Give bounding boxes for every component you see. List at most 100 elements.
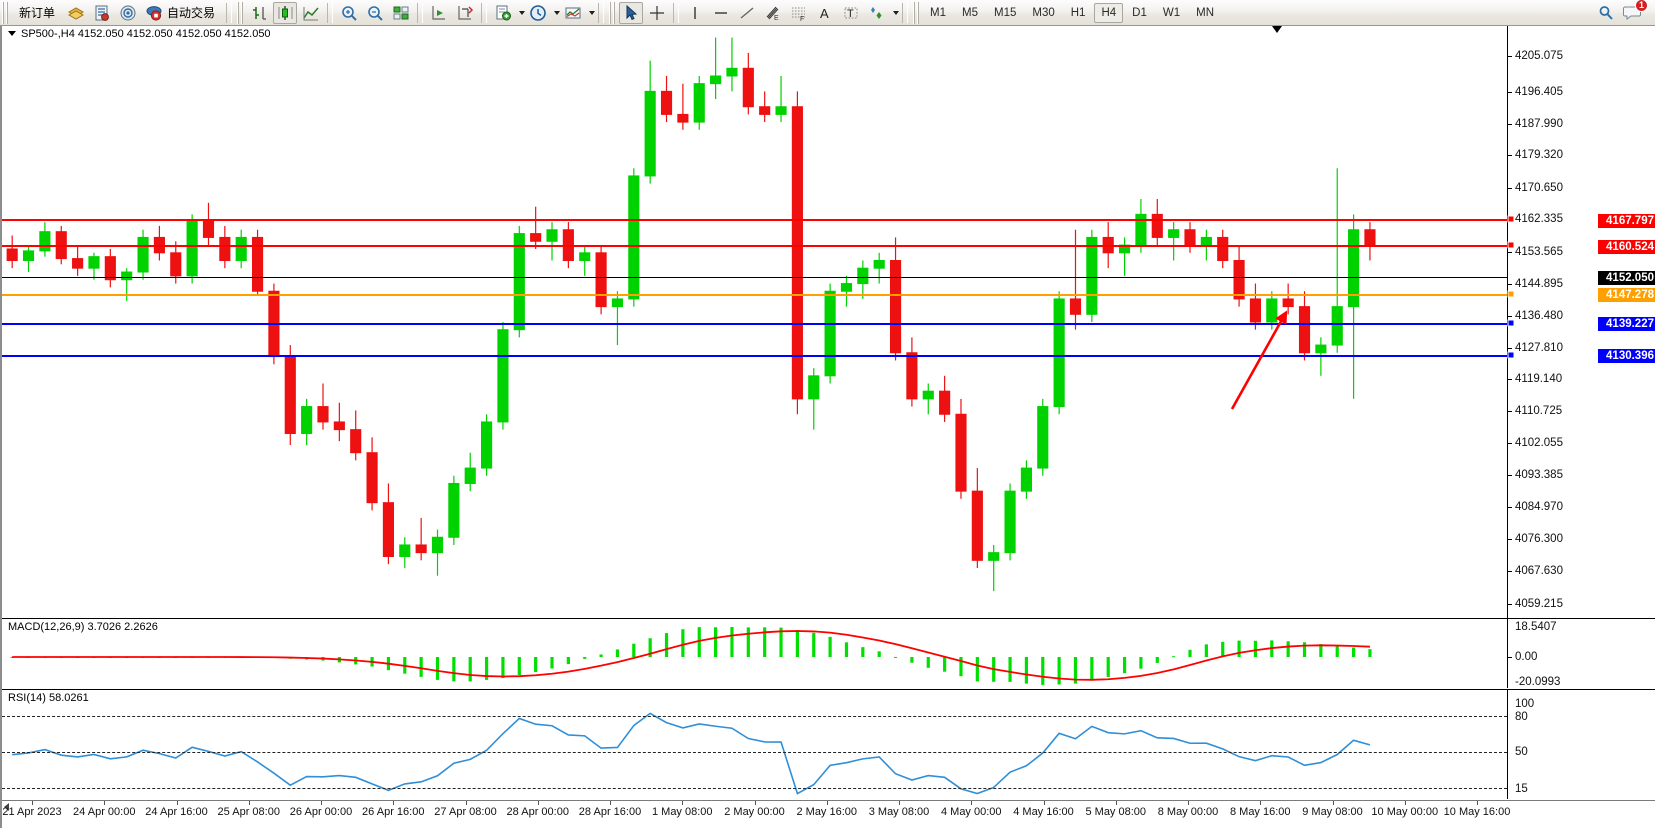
period-icon[interactable] <box>526 2 550 24</box>
vertical-line-icon[interactable] <box>683 2 707 24</box>
tile-windows-icon[interactable] <box>389 2 413 24</box>
level-tag-resistance-1[interactable]: 4160.524 <box>1598 240 1655 254</box>
message-badge: 1 <box>1635 0 1648 12</box>
chart-menu-caret-icon[interactable] <box>8 31 16 36</box>
time-tick <box>826 801 828 805</box>
zoom-in-icon[interactable] <box>337 2 361 24</box>
timeframe-h1[interactable]: H1 <box>1070 6 1086 19</box>
level-handle-support-1[interactable] <box>1507 319 1515 327</box>
toolbar-grip-3[interactable] <box>609 1 617 24</box>
rsi-pane[interactable]: RSI(14) 58.0261 100 80 50 15 <box>2 689 1655 799</box>
level-stroke <box>2 294 1507 296</box>
price-axis[interactable]: 4205.075 4196.405 4187.990 4179.320 4170… <box>1507 26 1655 618</box>
level-tag-entry[interactable]: 4147.278 <box>1598 288 1655 302</box>
price-tick-label: 4162.335 <box>1515 213 1563 225</box>
macd-axis[interactable]: 18.5407 0.00 -20.0993 <box>1507 619 1655 688</box>
time-tick <box>321 801 322 805</box>
level-tag-support-1[interactable]: 4139.227 <box>1598 317 1655 331</box>
templates-icon[interactable] <box>561 2 585 24</box>
shapes-icon[interactable] <box>865 2 889 24</box>
data-window-icon[interactable] <box>64 2 88 24</box>
time-axis-label: 27 Apr 08:00 <box>434 806 497 818</box>
crosshair-icon[interactable] <box>645 2 669 24</box>
price-tick-label: 4196.405 <box>1515 86 1563 98</box>
horizontal-line-icon[interactable] <box>709 2 733 24</box>
search-icon[interactable] <box>1594 2 1618 24</box>
signals-icon[interactable] <box>116 2 140 24</box>
level-handle-resistance-2[interactable] <box>1507 215 1515 223</box>
price-tick-label: 4127.810 <box>1515 342 1563 354</box>
add-indicator-dropdown-caret[interactable] <box>519 10 526 15</box>
text-icon[interactable]: A <box>813 2 837 24</box>
cursor-icon[interactable] <box>619 1 644 24</box>
main-toolbar: 新订单 自动交易 <box>0 0 1655 26</box>
chart-scroll-marker[interactable] <box>1272 26 1282 33</box>
level-handle-support-2[interactable] <box>1507 351 1515 359</box>
templates-dropdown-caret[interactable] <box>589 10 596 15</box>
timeframe-m30[interactable]: M30 <box>1032 6 1055 19</box>
timeframe-d1[interactable]: D1 <box>1132 6 1147 19</box>
period-dropdown-caret[interactable] <box>554 10 561 15</box>
price-tick <box>1508 188 1512 189</box>
price-tick-label: 4067.630 <box>1515 565 1563 577</box>
rsi-plot-area[interactable] <box>2 690 1507 799</box>
price-tick <box>1508 379 1512 380</box>
price-tick-label: 4093.385 <box>1515 469 1563 481</box>
macd-pane[interactable]: MACD(12,26,9) 3.7026 2.2626 18.5407 0.00… <box>2 618 1655 688</box>
timeframe-m15[interactable]: M15 <box>994 6 1017 19</box>
macd-plot-area[interactable] <box>2 619 1507 688</box>
add-indicator-icon[interactable] <box>491 2 515 24</box>
macd-label: MACD(12,26,9) 3.7026 2.2626 <box>8 621 158 633</box>
navigator-icon[interactable] <box>90 2 114 24</box>
level-handle-entry[interactable] <box>1507 290 1515 298</box>
rsi-axis[interactable]: 100 80 50 15 <box>1507 690 1655 799</box>
time-axis-label: 26 Apr 16:00 <box>362 806 425 818</box>
line-chart-icon[interactable] <box>299 2 323 24</box>
up-arrow-annotation[interactable] <box>1197 304 1317 424</box>
toolbar-grip-4[interactable] <box>913 1 921 24</box>
time-axis-label: 21 Apr 2023 <box>2 806 62 818</box>
time-tick <box>104 801 106 805</box>
time-axis-label: 28 Apr 00:00 <box>506 806 569 818</box>
price-tick <box>1508 539 1512 540</box>
level-tag-resistance-2[interactable]: 4167.797 <box>1598 214 1655 228</box>
level-tag-last-price[interactable]: 4152.050 <box>1598 271 1655 285</box>
chart-shift-icon[interactable] <box>427 2 451 24</box>
timeframe-mn[interactable]: MN <box>1196 6 1214 19</box>
equidistant-channel-icon[interactable]: E <box>761 2 785 24</box>
toolbar-grip-2[interactable] <box>237 1 245 24</box>
price-pane[interactable]: 4205.075 4196.405 4187.990 4179.320 4170… <box>2 26 1655 618</box>
timeframe-w1[interactable]: W1 <box>1162 6 1181 19</box>
new-order-button[interactable]: 新订单 <box>12 2 62 24</box>
toolbar-grip[interactable] <box>2 1 9 24</box>
timeframe-m5[interactable]: M5 <box>962 6 978 19</box>
zoom-out-icon[interactable] <box>363 2 387 24</box>
timeframe-m1[interactable]: M1 <box>930 6 947 19</box>
trendline-icon[interactable] <box>735 2 759 24</box>
message-icon[interactable]: 1 <box>1620 0 1648 24</box>
bar-chart-icon[interactable] <box>247 2 271 24</box>
time-axis-label: 26 Apr 00:00 <box>289 806 353 818</box>
auto-scroll-icon[interactable] <box>453 2 477 24</box>
level-tag-support-2[interactable]: 4130.396 <box>1598 349 1655 363</box>
time-tick <box>176 801 178 805</box>
rsi-scale-label: 100 <box>1515 698 1535 710</box>
time-tick <box>248 801 250 805</box>
time-axis-label: 24 Apr 16:00 <box>145 806 208 818</box>
chart-window[interactable]: SP500-,H4 4152.050 4152.050 4152.050 415… <box>0 26 1655 828</box>
scroll-left-arrow-icon[interactable] <box>4 803 9 811</box>
time-tick <box>899 801 900 805</box>
time-axis-label: 4 May 00:00 <box>940 806 1002 818</box>
price-plot-area[interactable] <box>2 26 1507 618</box>
auto-trading-button[interactable]: 自动交易 <box>142 2 222 24</box>
timeframe-h4[interactable]: H4 <box>1094 2 1124 23</box>
toolbar-separator-6 <box>673 2 680 23</box>
time-tick <box>32 801 33 805</box>
time-axis[interactable]: 21 Apr 2023 24 Apr 00:00 24 Apr 16:00 25 Ap… <box>2 800 1655 828</box>
fibonacci-icon[interactable]: F <box>787 2 811 24</box>
shapes-dropdown-caret[interactable] <box>893 10 900 15</box>
level-handle-resistance-1[interactable] <box>1507 241 1515 249</box>
level-stroke <box>2 277 1507 278</box>
text-label-icon[interactable]: T <box>839 2 863 24</box>
candlestick-chart-icon[interactable] <box>273 1 298 24</box>
